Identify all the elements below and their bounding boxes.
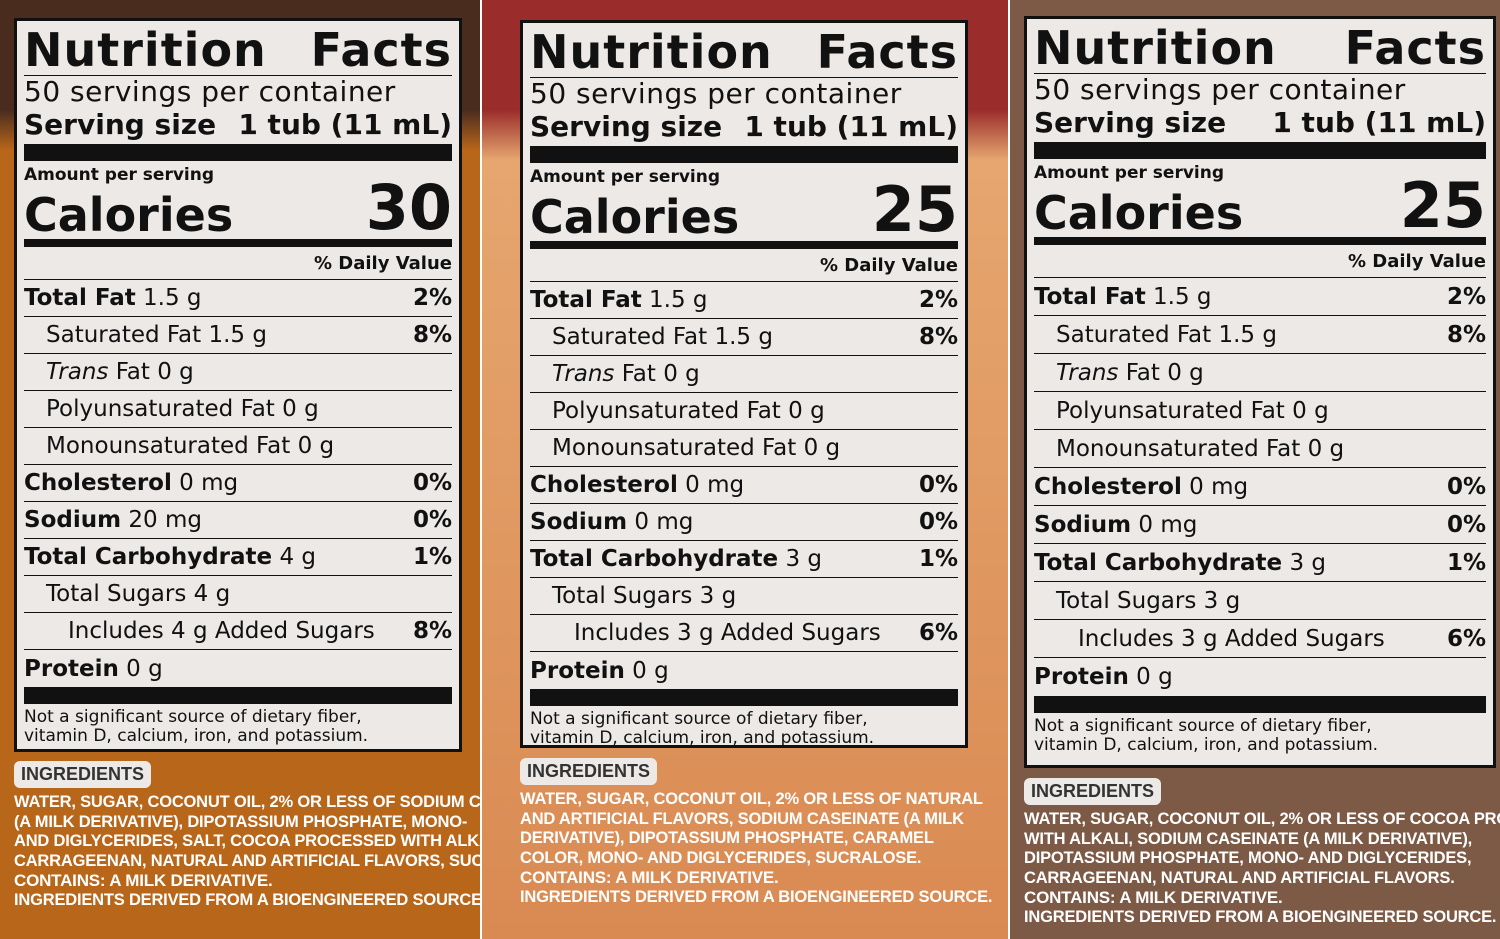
nutrition-facts-title: Nutrition Facts — [1034, 21, 1486, 75]
row-total-sugars: Total Sugars 3 g — [530, 578, 958, 615]
serving-size: Serving size 1 tub (11 mL) — [24, 108, 452, 141]
row-sodium: Sodium 0 mg 0% — [530, 504, 958, 541]
daily-value-header: % Daily Value — [24, 251, 452, 280]
row-cholesterol: Cholesterol 0 mg 0% — [24, 465, 452, 502]
panel-3: Nutrition Facts 50 servings per container… — [1008, 0, 1500, 939]
row-monounsaturated-fat: Monounsaturated Fat 0 g — [530, 430, 958, 467]
nutrition-facts-title: Nutrition Facts — [530, 25, 958, 79]
calories-value: 25 — [1399, 169, 1486, 242]
bioengineered-statement: INGREDIENTS DERIVED FROM A BIOENGINEERED… — [1024, 907, 1497, 926]
row-added-sugars: Includes 3 g Added Sugars 6% — [1034, 620, 1486, 658]
row-protein: Protein 0 g — [1034, 664, 1173, 690]
calories-value: 30 — [365, 171, 452, 244]
row-saturated-fat: Saturated Fat 1.5 g 8% — [1034, 316, 1486, 354]
nutrition-facts-label-2: Nutrition Facts 50 servings per container… — [520, 20, 968, 748]
ingredients-text: WATER, SUGAR, COCONUT OIL, 2% OR LESS OF… — [14, 793, 480, 909]
contains-statement: CONTAINS: A MILK DERIVATIVE. — [520, 868, 779, 887]
row-trans-fat: Trans Fat 0 g — [530, 356, 958, 393]
row-polyunsaturated-fat: Polyunsaturated Fat 0 g — [1034, 392, 1486, 430]
ingredients-tag: INGREDIENTS — [1024, 778, 1162, 805]
daily-value-header: % Daily Value — [530, 253, 958, 282]
calories-row: Calories 25 — [1034, 169, 1486, 242]
contains-statement: CONTAINS: A MILK DERIVATIVE. — [1024, 888, 1283, 907]
row-total-fat: Total Fat 1.5 g 2% — [530, 282, 958, 319]
row-trans-fat: Trans Fat 0 g — [24, 354, 452, 391]
panel-1: Nutrition Facts 50 servings per container… — [0, 0, 480, 939]
row-protein: Protein 0 g — [24, 655, 163, 682]
row-cholesterol: Cholesterol 0 mg 0% — [1034, 468, 1486, 506]
calories-row: Calories 30 — [24, 171, 452, 244]
nutrition-facts-title: Nutrition Facts — [24, 23, 452, 77]
row-added-sugars: Includes 4 g Added Sugars 8% — [24, 613, 452, 650]
row-sodium: Sodium 0 mg 0% — [1034, 506, 1486, 544]
row-total-carbohydrate: Total Carbohydrate 3 g 1% — [1034, 544, 1486, 582]
footnote: Not a significant source of dietary fibe… — [24, 707, 369, 746]
row-cholesterol: Cholesterol 0 mg 0% — [530, 467, 958, 504]
servings-per-container: 50 servings per container — [24, 75, 396, 108]
bioengineered-statement: INGREDIENTS DERIVED FROM A BIOENGINEERED… — [520, 887, 993, 906]
daily-value-header: % Daily Value — [1034, 249, 1486, 278]
row-polyunsaturated-fat: Polyunsaturated Fat 0 g — [24, 391, 452, 428]
row-protein: Protein 0 g — [530, 657, 669, 684]
calories-row: Calories 25 — [530, 173, 958, 246]
row-total-sugars: Total Sugars 3 g — [1034, 582, 1486, 620]
servings-per-container: 50 servings per container — [1034, 73, 1406, 106]
ingredients-text: WATER, SUGAR, COCONUT OIL, 2% OR LESS OF… — [520, 790, 1000, 907]
amount-per-serving: Amount per serving — [1034, 163, 1225, 183]
footnote: Not a significant source of dietary fibe… — [530, 709, 875, 748]
serving-size: Serving size 1 tub (11 mL) — [1034, 106, 1486, 139]
row-total-carbohydrate: Total Carbohydrate 3 g 1% — [530, 541, 958, 578]
row-polyunsaturated-fat: Polyunsaturated Fat 0 g — [530, 393, 958, 430]
ingredients-tag: INGREDIENTS — [520, 758, 658, 785]
footnote: Not a significant source of dietary fibe… — [1034, 716, 1379, 755]
amount-per-serving: Amount per serving — [530, 167, 721, 187]
row-sodium: Sodium 20 mg 0% — [24, 502, 452, 539]
row-monounsaturated-fat: Monounsaturated Fat 0 g — [1034, 430, 1486, 468]
servings-per-container: 50 servings per container — [530, 77, 902, 110]
nutrition-facts-label-1: Nutrition Facts 50 servings per container… — [14, 18, 462, 752]
calories-value: 25 — [871, 173, 958, 246]
row-total-fat: Total Fat 1.5 g 2% — [24, 280, 452, 317]
bioengineered-statement: INGREDIENTS DERIVED FROM A BIOENGINEERED… — [14, 890, 480, 909]
ingredients-text: WATER, SUGAR, COCONUT OIL, 2% OR LESS OF… — [1024, 810, 1500, 926]
row-added-sugars: Includes 3 g Added Sugars 6% — [530, 615, 958, 652]
row-trans-fat: Trans Fat 0 g — [1034, 354, 1486, 392]
amount-per-serving: Amount per serving — [24, 165, 215, 185]
row-total-sugars: Total Sugars 4 g — [24, 576, 452, 613]
panel-2: Nutrition Facts 50 servings per container… — [480, 0, 1008, 939]
row-total-fat: Total Fat 1.5 g 2% — [1034, 278, 1486, 316]
row-saturated-fat: Saturated Fat 1.5 g 8% — [24, 317, 452, 354]
row-monounsaturated-fat: Monounsaturated Fat 0 g — [24, 428, 452, 465]
contains-statement: CONTAINS: A MILK DERIVATIVE. — [14, 871, 273, 890]
nutrition-facts-label-3: Nutrition Facts 50 servings per container… — [1024, 16, 1496, 768]
row-total-carbohydrate: Total Carbohydrate 4 g 1% — [24, 539, 452, 576]
serving-size: Serving size 1 tub (11 mL) — [530, 110, 958, 143]
row-saturated-fat: Saturated Fat 1.5 g 8% — [530, 319, 958, 356]
ingredients-tag: INGREDIENTS — [14, 761, 152, 788]
